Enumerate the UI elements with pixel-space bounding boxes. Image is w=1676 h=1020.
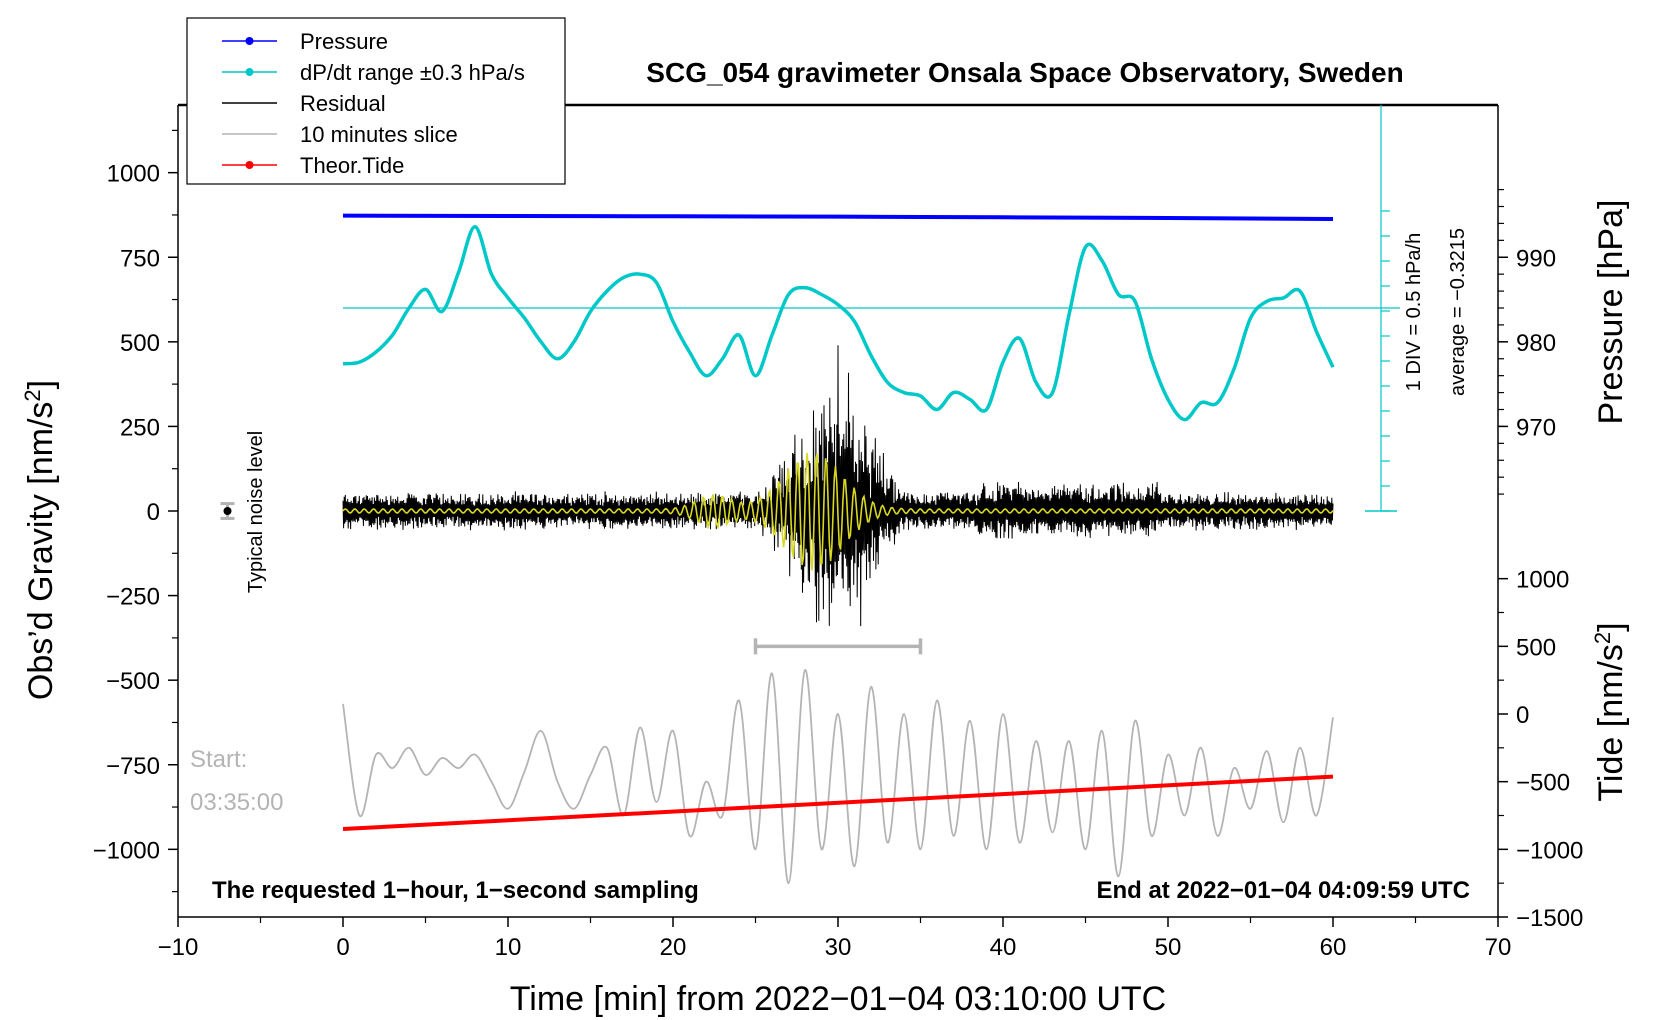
y-axis-label-left-main: Obs’d Gravity [nm/s [22,402,60,701]
pressure-line [342,213,1334,221]
pressure-tick-label: 980 [1516,330,1556,357]
y-tick-label-left: 250 [120,414,160,441]
legend-label: 10 minutes slice [300,122,458,147]
chart-title: SCG_054 gravimeter Onsala Space Observat… [646,57,1403,88]
residual-filtered-line [342,452,1334,571]
tide-tick-label: 0 [1516,702,1529,729]
slice-line [342,669,1334,885]
legend-label: dP/dt range ±0.3 hPa/s [300,60,525,85]
x-axis-label: Time [min] from 2022−01−04 03:10:00 UTC [510,980,1166,1018]
tide-tick-label: −1500 [1516,905,1583,932]
tide-line [342,774,1334,832]
start-time: 03:35:00 [190,789,283,816]
y-axis-label-left-sup: 2 [20,389,45,401]
tide-tick-label: 500 [1516,634,1556,661]
legend-marker [245,37,254,45]
residual-line [342,345,1334,627]
y-axis-label-tide-main: Tide [nm/s [1592,644,1630,801]
average-label: average = −0.3215 [1447,228,1469,396]
y-tick-label-left: 500 [120,330,160,357]
y-axis-label-left: Obs’d Gravity [nm/s2] [20,380,60,700]
tide-tick-label: −500 [1516,770,1570,797]
y-tick-label-left: 0 [147,499,160,526]
y-tick-label-left: 1000 [107,161,160,188]
legend-marker [245,161,254,169]
start-label: Start: [190,746,247,773]
axes: −10 0 10 20 30 40 50 60 70 1000 750 500 250 0 −250 −500… [93,105,1583,961]
legend-box [186,17,566,185]
y-axis-label-tide: Tide [nm/s2] [1590,622,1630,801]
end-time-note: End at 2022−01−04 04:09:59 UTC [1096,877,1470,904]
y-axis-label-tide-sup: 2 [1590,632,1615,644]
data-series [220,213,1400,885]
tide-tick-label: 1000 [1516,567,1569,594]
noise-level-label: Typical noise level [245,431,267,593]
tide-tick-label: −1000 [1516,837,1583,864]
legend-label: Residual [300,91,386,116]
legend: Pressure dP/dt range ±0.3 hPa/s Residual 10… [186,17,566,185]
legend-marker [245,68,254,76]
x-tick-label: 40 [990,934,1017,961]
y-axis-label-tide-end: ] [1592,622,1630,631]
y-tick-label-left: −250 [106,584,160,611]
legend-label: Theor.Tide [300,153,404,178]
legend-entries: Pressure dP/dt range ±0.3 hPa/s Residual 10… [222,29,525,178]
x-tick-label: 0 [336,934,349,961]
x-tick-label: 20 [660,934,687,961]
y-axis-label-pressure: Pressure [hPa] [1592,200,1630,425]
x-tick-label: 60 [1320,934,1347,961]
y-tick-label-left: 750 [120,245,160,272]
x-tick-label: 50 [1155,934,1182,961]
pressure-tick-label: 970 [1516,414,1556,441]
legend-label: Pressure [300,29,388,54]
x-tick-label: 30 [825,934,852,961]
sampling-note: The requested 1−hour, 1−second sampling [212,877,699,904]
div-label: 1 DIV = 0.5 hPa/h [1403,233,1425,391]
x-tick-label: −10 [158,934,199,961]
y-tick-label-left: −500 [106,668,160,695]
x-tick-label: 10 [495,934,522,961]
y-tick-label-left: −750 [106,753,160,780]
dpdt-line [342,225,1335,422]
y-axis-label-left-end: ] [22,380,60,389]
noise-marker [223,507,232,515]
y-tick-label-left: −1000 [93,837,160,864]
pressure-tick-label: 990 [1516,245,1556,272]
x-tick-label: 70 [1485,934,1512,961]
